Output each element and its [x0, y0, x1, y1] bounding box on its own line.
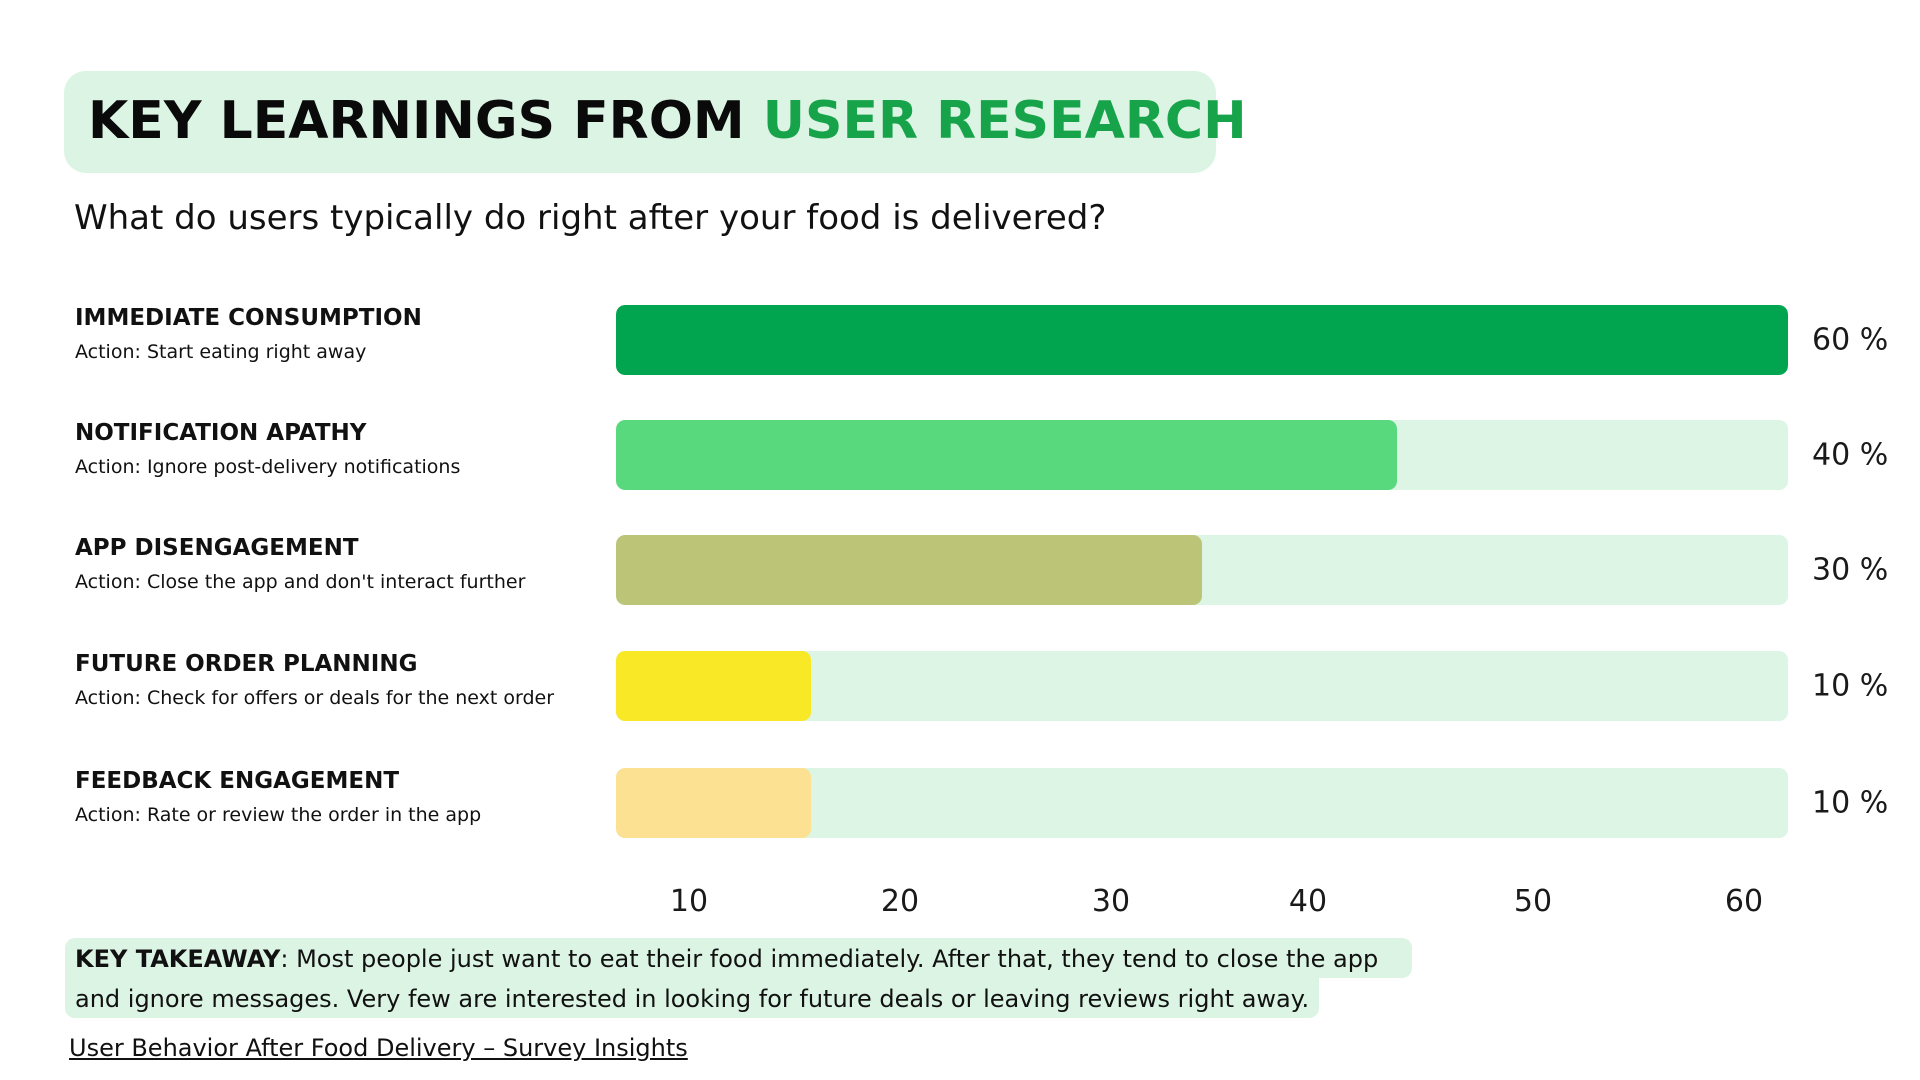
bar: [616, 768, 812, 838]
value-label: 30 %: [1812, 552, 1889, 588]
row-label: APP DISENGAGEMENT Action: Close the app a…: [75, 535, 525, 593]
category-action: Action: Start eating right away: [75, 341, 367, 363]
x-tick-label: 30: [1091, 884, 1131, 919]
title-accent-part: USER RESEARCH: [762, 91, 1247, 151]
category-action: Action: Ignore post-delivery notificatio…: [75, 456, 461, 478]
category-name: NOTIFICATION APATHY: [75, 420, 367, 446]
row-label: FEEDBACK ENGAGEMENT Action: Rate or revie…: [75, 768, 481, 826]
page-title: KEY LEARNINGS FROM USER RESEARCH: [88, 91, 1247, 151]
row-label: IMMEDIATE CONSUMPTION Action: Start eatin…: [75, 305, 422, 363]
x-tick-label: 40: [1288, 884, 1328, 919]
bar-track: [616, 305, 1788, 375]
title-banner: KEY LEARNINGS FROM USER RESEARCH: [64, 71, 1247, 173]
x-tick-label: 10: [669, 884, 709, 919]
takeaway-text-1: : Most people just want to eat their foo…: [280, 945, 1379, 973]
category-action: Action: Close the app and don't interact…: [75, 571, 526, 593]
bar: [616, 535, 1202, 605]
value-label: 10 %: [1812, 668, 1889, 704]
title-dark-part: KEY LEARNINGS FROM: [88, 91, 763, 151]
bar-track: [616, 651, 1788, 721]
bar: [616, 420, 1398, 490]
takeaway-line-2: and ignore messages. Very few are intere…: [65, 978, 1320, 1018]
takeaway-label: KEY TAKEAWAY: [75, 945, 281, 973]
category-name: FEEDBACK ENGAGEMENT: [75, 768, 400, 794]
bar-track: [616, 768, 1788, 838]
bar: [616, 305, 1788, 375]
category-name: FUTURE ORDER PLANNING: [75, 651, 418, 677]
category-name: APP DISENGAGEMENT: [75, 535, 359, 561]
bar-track: [616, 535, 1788, 605]
value-label: 40 %: [1812, 437, 1889, 473]
takeaway-line-1: KEY TAKEAWAY: Most people just want to e…: [65, 938, 1412, 978]
value-label: 60 %: [1812, 322, 1889, 358]
bar-track: [616, 420, 1788, 490]
source-link[interactable]: User Behavior After Food Delivery – Surv…: [69, 1034, 688, 1062]
x-tick-label: 60: [1724, 884, 1764, 919]
row-label: NOTIFICATION APATHY Action: Ignore post-d…: [75, 420, 460, 478]
category-name: IMMEDIATE CONSUMPTION: [75, 305, 422, 331]
chart-question: What do users typically do right after y…: [74, 198, 1107, 238]
x-tick-label: 20: [880, 884, 920, 919]
category-action: Action: Check for offers or deals for th…: [75, 687, 555, 709]
category-action: Action: Rate or review the order in the …: [75, 804, 482, 826]
row-label: FUTURE ORDER PLANNING Action: Check for o…: [75, 651, 554, 709]
x-tick-label: 50: [1513, 884, 1553, 919]
key-takeaway-box: KEY TAKEAWAY: Most people just want to e…: [65, 938, 1412, 1018]
value-label: 10 %: [1812, 785, 1889, 821]
bar: [616, 651, 812, 721]
